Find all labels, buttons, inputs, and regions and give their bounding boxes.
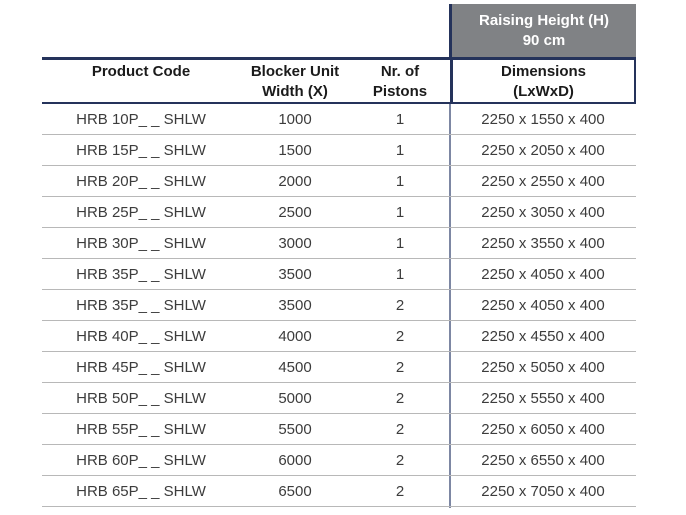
cell-dimensions: 2250 x 4050 x 400 bbox=[481, 296, 605, 314]
cell-blocker-unit-width: 6000 bbox=[278, 451, 312, 469]
cell-blocker-unit-width: 2000 bbox=[278, 172, 312, 190]
cell-product-code: HRB 35P_ _ SHLW bbox=[76, 296, 206, 314]
cell-blocker-unit-width: 4500 bbox=[278, 358, 312, 376]
table-row: HRB 40P_ _ SHLW 4000 2 2250 x 4550 x 400 bbox=[42, 321, 636, 352]
table-row: HRB 35P_ _ SHLW 3500 1 2250 x 4050 x 400 bbox=[42, 259, 636, 290]
table-header-row: Product Code Blocker Unit Width (X) Nr. … bbox=[42, 57, 636, 104]
table-row: HRB 60P_ _ SHLW 6000 2 2250 x 6550 x 400 bbox=[42, 445, 636, 476]
table-row: HRB 35P_ _ SHLW 3500 2 2250 x 4050 x 400 bbox=[42, 290, 636, 321]
raising-height-label: Raising Height (H) bbox=[479, 11, 609, 29]
cell-dimensions: 2250 x 5550 x 400 bbox=[481, 389, 605, 407]
cell-nr-of-pistons: 1 bbox=[395, 141, 405, 159]
table-row: HRB 20P_ _ SHLW 2000 1 2250 x 2550 x 400 bbox=[42, 166, 636, 197]
cell-nr-of-pistons: 2 bbox=[395, 420, 405, 438]
raising-height-value: 90 cm bbox=[522, 31, 566, 49]
dimensions-column-divider bbox=[449, 104, 451, 508]
cell-product-code: HRB 65P_ _ SHLW bbox=[76, 482, 206, 500]
cell-blocker-unit-width: 3500 bbox=[278, 265, 312, 283]
cell-product-code: HRB 30P_ _ SHLW bbox=[76, 234, 206, 252]
header-blocker-unit-width: Blocker Unit Width (X) bbox=[240, 60, 350, 102]
cell-dimensions: 2250 x 6050 x 400 bbox=[481, 420, 605, 438]
cell-dimensions: 2250 x 7050 x 400 bbox=[481, 482, 605, 500]
cell-nr-of-pistons: 2 bbox=[395, 389, 405, 407]
cell-product-code: HRB 15P_ _ SHLW bbox=[76, 141, 206, 159]
header-nr-of-pistons: Nr. of Pistons bbox=[350, 60, 450, 102]
header-nr-of-pistons-line1: Nr. of bbox=[380, 63, 420, 80]
cell-dimensions: 2250 x 6550 x 400 bbox=[481, 451, 605, 469]
header-dimensions: Dimensions (LxWxD) bbox=[450, 60, 636, 102]
table-row: HRB 15P_ _ SHLW 1500 1 2250 x 2050 x 400 bbox=[42, 135, 636, 166]
cell-product-code: HRB 50P_ _ SHLW bbox=[76, 389, 206, 407]
cell-nr-of-pistons: 1 bbox=[395, 110, 405, 128]
cell-blocker-unit-width: 1000 bbox=[278, 110, 312, 128]
raising-height-banner: Raising Height (H) 90 cm bbox=[449, 4, 636, 57]
header-product-code: Product Code bbox=[42, 60, 240, 102]
cell-product-code: HRB 40P_ _ SHLW bbox=[76, 327, 206, 345]
cell-dimensions: 2250 x 4550 x 400 bbox=[481, 327, 605, 345]
cell-dimensions: 2250 x 5050 x 400 bbox=[481, 358, 605, 376]
cell-blocker-unit-width: 6500 bbox=[278, 482, 312, 500]
cell-product-code: HRB 60P_ _ SHLW bbox=[76, 451, 206, 469]
cell-dimensions: 2250 x 4050 x 400 bbox=[481, 265, 605, 283]
cell-dimensions: 2250 x 2050 x 400 bbox=[481, 141, 605, 159]
header-nr-of-pistons-line2: Pistons bbox=[372, 83, 428, 100]
cell-product-code: HRB 10P_ _ SHLW bbox=[76, 110, 206, 128]
cell-product-code: HRB 35P_ _ SHLW bbox=[76, 265, 206, 283]
table-row: HRB 30P_ _ SHLW 3000 1 2250 x 3550 x 400 bbox=[42, 228, 636, 259]
cell-product-code: HRB 45P_ _ SHLW bbox=[76, 358, 206, 376]
cell-blocker-unit-width: 5000 bbox=[278, 389, 312, 407]
cell-product-code: HRB 55P_ _ SHLW bbox=[76, 420, 206, 438]
table-row: HRB 10P_ _ SHLW 1000 1 2250 x 1550 x 400 bbox=[42, 104, 636, 135]
spec-table: Product Code Blocker Unit Width (X) Nr. … bbox=[42, 57, 636, 507]
table-row: HRB 55P_ _ SHLW 5500 2 2250 x 6050 x 400 bbox=[42, 414, 636, 445]
cell-dimensions: 2250 x 3050 x 400 bbox=[481, 203, 605, 221]
cell-dimensions: 2250 x 3550 x 400 bbox=[481, 234, 605, 252]
header-blocker-unit-width-line1: Blocker Unit bbox=[250, 63, 340, 80]
cell-blocker-unit-width: 3500 bbox=[278, 296, 312, 314]
cell-nr-of-pistons: 1 bbox=[395, 203, 405, 221]
header-dimensions-line2: (LxWxD) bbox=[513, 83, 574, 100]
table-row: HRB 50P_ _ SHLW 5000 2 2250 x 5550 x 400 bbox=[42, 383, 636, 414]
cell-nr-of-pistons: 2 bbox=[395, 296, 405, 314]
cell-dimensions: 2250 x 2550 x 400 bbox=[481, 172, 605, 190]
table-row: HRB 45P_ _ SHLW 4500 2 2250 x 5050 x 400 bbox=[42, 352, 636, 383]
cell-nr-of-pistons: 1 bbox=[395, 265, 405, 283]
cell-dimensions: 2250 x 1550 x 400 bbox=[481, 110, 605, 128]
cell-nr-of-pistons: 2 bbox=[395, 482, 405, 500]
cell-blocker-unit-width: 4000 bbox=[278, 327, 312, 345]
cell-nr-of-pistons: 2 bbox=[395, 451, 405, 469]
header-product-code-line1: Product Code bbox=[91, 63, 191, 80]
cell-blocker-unit-width: 2500 bbox=[278, 203, 312, 221]
cell-nr-of-pistons: 1 bbox=[395, 234, 405, 252]
header-dimensions-line1: Dimensions bbox=[500, 63, 587, 80]
cell-nr-of-pistons: 2 bbox=[395, 327, 405, 345]
cell-product-code: HRB 20P_ _ SHLW bbox=[76, 172, 206, 190]
cell-blocker-unit-width: 3000 bbox=[278, 234, 312, 252]
cell-nr-of-pistons: 2 bbox=[395, 358, 405, 376]
cell-blocker-unit-width: 1500 bbox=[278, 141, 312, 159]
cell-product-code: HRB 25P_ _ SHLW bbox=[76, 203, 206, 221]
table-body: HRB 10P_ _ SHLW 1000 1 2250 x 1550 x 400… bbox=[42, 104, 636, 507]
table-row: HRB 65P_ _ SHLW 6500 2 2250 x 7050 x 400 bbox=[42, 476, 636, 507]
cell-nr-of-pistons: 1 bbox=[395, 172, 405, 190]
cell-blocker-unit-width: 5500 bbox=[278, 420, 312, 438]
table-row: HRB 25P_ _ SHLW 2500 1 2250 x 3050 x 400 bbox=[42, 197, 636, 228]
header-blocker-unit-width-line2: Width (X) bbox=[262, 83, 328, 100]
